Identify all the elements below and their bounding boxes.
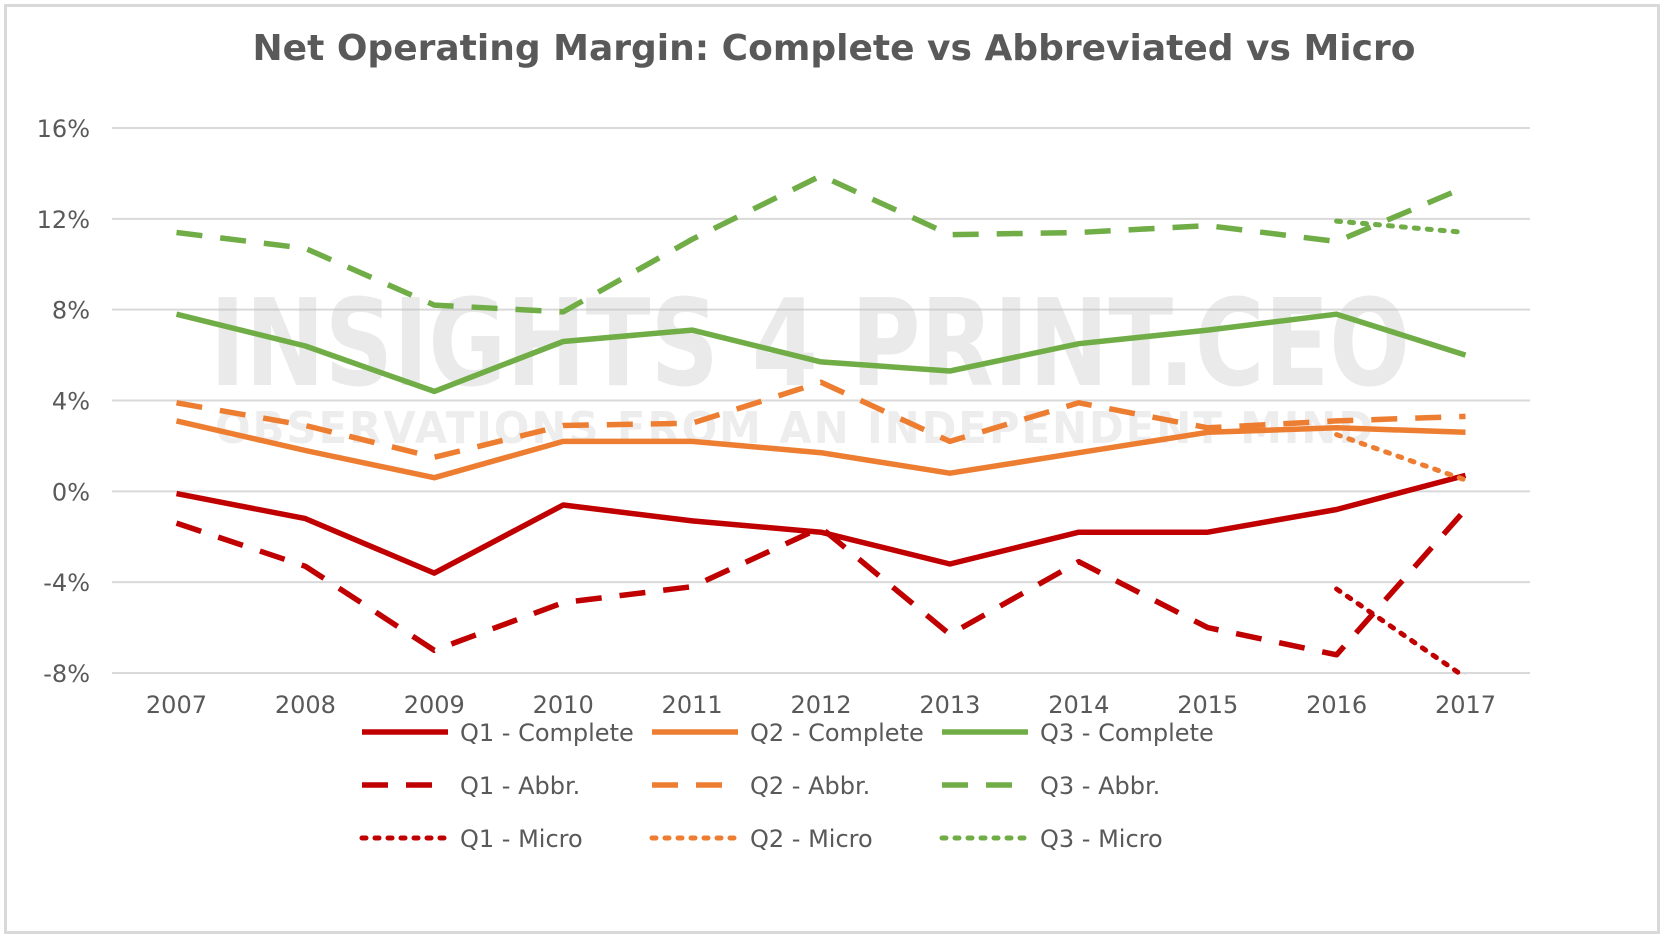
legend-label: Q3 - Complete	[1040, 719, 1214, 747]
series-lines	[175, 172, 1468, 675]
y-axis-ticks: -8% -4% 0% 4% 8% 12% 16%	[37, 115, 90, 688]
x-tick-label: 2014	[1048, 691, 1109, 719]
watermark-title: INSIGHTS 4 PRINT.CEO	[210, 275, 1410, 414]
series-line-q3-abbr	[176, 172, 1467, 315]
chart-title: Net Operating Margin: Complete vs Abbrev…	[252, 28, 1416, 69]
y-tick-label: 0%	[52, 478, 90, 506]
legend-label: Q2 - Complete	[750, 719, 924, 747]
legend-item: Q3 - Abbr.	[942, 772, 1160, 800]
legend-item: Q2 - Complete	[652, 719, 924, 747]
series-line-q2-abbr	[176, 379, 1466, 461]
y-tick-label: -4%	[43, 569, 90, 597]
series-line-q2-complete	[175, 418, 1466, 481]
x-tick-label: 2011	[662, 691, 723, 719]
legend-label: Q1 - Abbr.	[460, 772, 580, 800]
x-tick-label: 2016	[1306, 691, 1367, 719]
series-line-q3-micro	[1334, 218, 1468, 235]
series-line-q1-complete	[175, 472, 1467, 576]
x-tick-label: 2012	[790, 691, 851, 719]
x-tick-label: 2015	[1177, 691, 1238, 719]
legend-label: Q1 - Micro	[460, 825, 583, 853]
legend-label: Q1 - Complete	[460, 719, 634, 747]
legend-item: Q2 - Micro	[649, 825, 873, 853]
x-tick-label: 2013	[919, 691, 980, 719]
legend-item: Q3 - Micro	[939, 825, 1163, 853]
series-line-q1-abbr	[175, 507, 1468, 658]
legend-item: Q3 - Complete	[942, 719, 1214, 747]
gridlines	[112, 127, 1530, 674]
legend-item: Q2 - Abbr.	[652, 772, 870, 800]
x-axis-ticks: 2007 2008 2009 2010 2011 2012 2013 2014 2015 2016…	[146, 691, 1496, 719]
watermark-subtitle: OBSERVATIONS FROM AN INDEPENDENT MIND	[215, 403, 1375, 454]
y-tick-label: 4%	[52, 388, 90, 416]
legend-item: Q1 - Complete	[362, 719, 634, 747]
legend-item: Q1 - Abbr.	[362, 772, 580, 800]
y-tick-label: -8%	[43, 660, 90, 688]
y-tick-label: 16%	[37, 115, 90, 143]
series-line-q2-micro	[1334, 432, 1468, 483]
x-tick-label: 2007	[146, 691, 207, 719]
legend-item: Q1 - Micro	[359, 825, 583, 853]
x-tick-label: 2009	[404, 691, 465, 719]
legend-label: Q2 - Micro	[750, 825, 873, 853]
y-tick-label: 8%	[52, 297, 90, 325]
x-tick-label: 2010	[533, 691, 594, 719]
legend-label: Q3 - Micro	[1040, 825, 1163, 853]
x-tick-label: 2008	[275, 691, 336, 719]
series-line-q3-complete	[175, 311, 1467, 395]
legend-label: Q3 - Abbr.	[1040, 772, 1160, 800]
chart-frame	[4, 4, 1660, 934]
y-tick-label: 12%	[37, 206, 90, 234]
legend-label: Q2 - Abbr.	[750, 772, 870, 800]
series-line-q1-micro	[1334, 586, 1467, 675]
legend: Q1 - Complete Q2 - Complete Q3 - Complete Q…	[359, 719, 1214, 853]
x-tick-label: 2017	[1435, 691, 1496, 719]
